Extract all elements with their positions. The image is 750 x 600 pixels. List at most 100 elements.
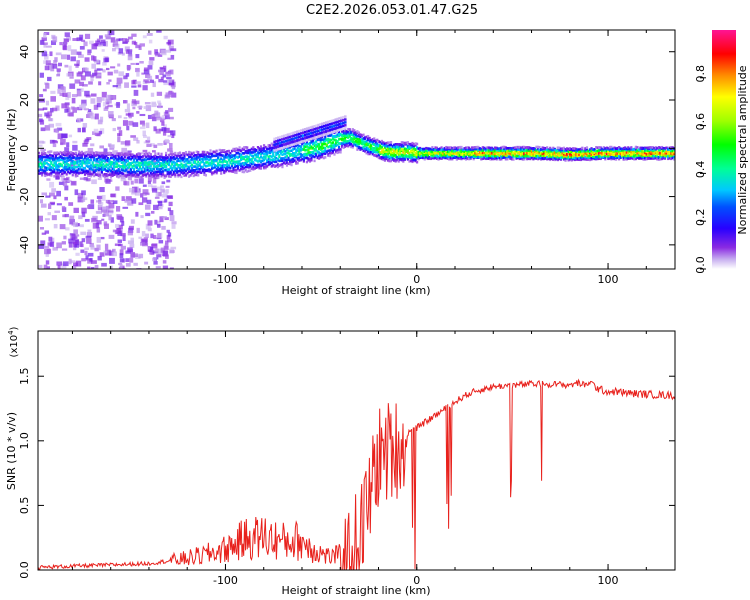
spectrogram-ridge-cell (383, 153, 387, 157)
spectrogram-noise-cell (156, 91, 163, 96)
spectrogram-ridge-cell (86, 150, 90, 154)
spectrogram-ridge-cell (520, 146, 523, 150)
spectrogram-noise-cell (127, 36, 133, 40)
snr-scale-suffix: ) (9, 326, 20, 330)
spectrogram-ridge-cell (67, 167, 70, 171)
spectrogram-ridge-cell (67, 156, 70, 160)
spectrogram-ridge-cell (585, 151, 589, 155)
spectrogram-ridge-cell (360, 146, 364, 150)
spectrogram-ridge-cell (356, 143, 359, 147)
spectrogram-ridge-cell (627, 146, 630, 149)
spectrogram-noise-cell (55, 128, 59, 134)
spectrogram-ridge-cell (389, 153, 393, 156)
spectrogram-ridge-cell (218, 153, 221, 157)
spectrogram-ridge-cell (209, 152, 212, 156)
spectrogram-ridge-cell (400, 155, 403, 158)
spectrogram-ridge-cell (504, 146, 507, 149)
spectrogram-ridge-cell (637, 156, 641, 160)
spectrogram-ridge-cell (564, 152, 567, 155)
spectrogram-noise-cell (68, 65, 72, 72)
spectrogram-ridge-cell (145, 164, 148, 167)
spectrogram-noise-cell (161, 49, 167, 56)
spectrogram-ridge-cell (213, 154, 217, 158)
spectrogram-ridge-cell (318, 145, 321, 148)
spectrogram-ridge-cell (501, 149, 504, 152)
spectrogram-noise-cell (166, 179, 171, 183)
spectrogram-noise-cell (130, 135, 136, 138)
spectrogram-noise-cell (77, 54, 84, 58)
spectrogram-ridge-cell (152, 162, 155, 165)
spectrogram-noise-cell (153, 235, 157, 239)
spectrogram-ridge-cell (639, 150, 642, 154)
spectrogram-ridge-cell (460, 157, 463, 161)
snr-series-line (38, 378, 675, 570)
spectrogram-ridge-cell (67, 163, 70, 166)
spectrogram-ridge-cell (184, 169, 188, 173)
spectrogram-ridge-cell (168, 158, 171, 162)
spectrogram-ridge-cell (464, 152, 468, 156)
spectrogram-spur-cell (292, 140, 295, 143)
spectrogram-ridge-cell (466, 157, 469, 160)
spectrogram-noise-cell (139, 43, 145, 47)
spectrogram-noise-cell (101, 91, 107, 98)
spectrogram-ridge-cell (272, 159, 275, 163)
spectrogram-noise-cell (143, 67, 148, 72)
spectrogram-ridge-cell (471, 155, 474, 158)
spectrogram-ridge-cell (625, 156, 628, 159)
spectrogram-ridge-cell (131, 170, 134, 174)
spectrogram-noise-cell (70, 49, 77, 55)
spectrogram-ridge-cell (217, 163, 220, 167)
spectrogram-ridge-cell (337, 142, 341, 145)
spectrogram-ridge-cell (142, 165, 145, 169)
spectrogram-ridge-cell (77, 150, 80, 153)
spectrogram-ridge-cell (536, 157, 540, 161)
spectrogram-noise-cell (167, 57, 172, 61)
spectrogram-noise-cell (167, 148, 173, 152)
spectrogram-noise-cell (142, 189, 149, 195)
spectrogram-ridge-cell (47, 150, 50, 154)
spectrogram-noise-cell (161, 194, 168, 198)
colorbar-tick-label: 0.4 (694, 161, 707, 179)
spectrogram-noise-cell (126, 103, 130, 110)
spectrogram-ridge-cell (41, 168, 44, 172)
spectrogram-ridge-cell (137, 173, 140, 177)
spectrogram-ridge-cell (598, 154, 601, 158)
spectrogram-ridge-cell (408, 151, 411, 155)
spectrogram-ridge-cell (429, 149, 432, 152)
spectrogram-ridge-cell (310, 139, 313, 143)
spectrogram-ridge-cell (247, 163, 250, 167)
spectrogram-ridge-cell (210, 172, 214, 176)
spectrogram-ridge-cell (114, 170, 117, 173)
spectrogram-noise-cell (91, 63, 97, 69)
spectrogram-ridge-cell (536, 147, 540, 150)
snr-y-tick-label: 0.0 (18, 561, 31, 579)
spectrogram-ridge-cell (218, 148, 221, 152)
snr-y-tick-label: 0.5 (18, 497, 31, 515)
spectrogram-ridge-cell (373, 139, 376, 143)
spectrogram-ridge-cell (62, 157, 65, 160)
spectrogram-ridge-cell (143, 173, 146, 177)
spectrogram-ridge-cell (513, 150, 517, 154)
spectrogram-ridge-cell (53, 161, 56, 165)
spectrogram-ridge-cell (344, 128, 347, 132)
spectrogram-ridge-cell (299, 145, 302, 148)
spectrogram-ridge-cell (174, 164, 177, 167)
spectrogram-ridge-cell (584, 155, 587, 159)
spectrogram-ridge-cell (336, 133, 339, 136)
spectrogram-noise-cell (95, 210, 100, 214)
spectrogram-spur-cell (326, 120, 330, 124)
spectrogram-ridge-cell (220, 157, 223, 161)
spectrogram-ridge-cell (328, 151, 331, 155)
spectrogram-ridge-cell (337, 145, 341, 149)
spectrogram-ridge-cell (367, 137, 370, 140)
spectrogram-ridge-cell (229, 160, 232, 164)
spectrogram-noise-cell (46, 266, 51, 269)
spectrogram-noise-cell (119, 253, 124, 259)
spectrogram-ridge-cell (145, 173, 148, 176)
spectrogram-noise-cell (143, 106, 149, 109)
spectrogram-ridge-cell (109, 175, 113, 179)
spectrogram-ridge-cell (403, 155, 406, 158)
spectrogram-ridge-cell (494, 149, 497, 152)
spectrogram-ridge-cell (77, 163, 80, 167)
spectrogram-noise-cell (59, 224, 66, 230)
